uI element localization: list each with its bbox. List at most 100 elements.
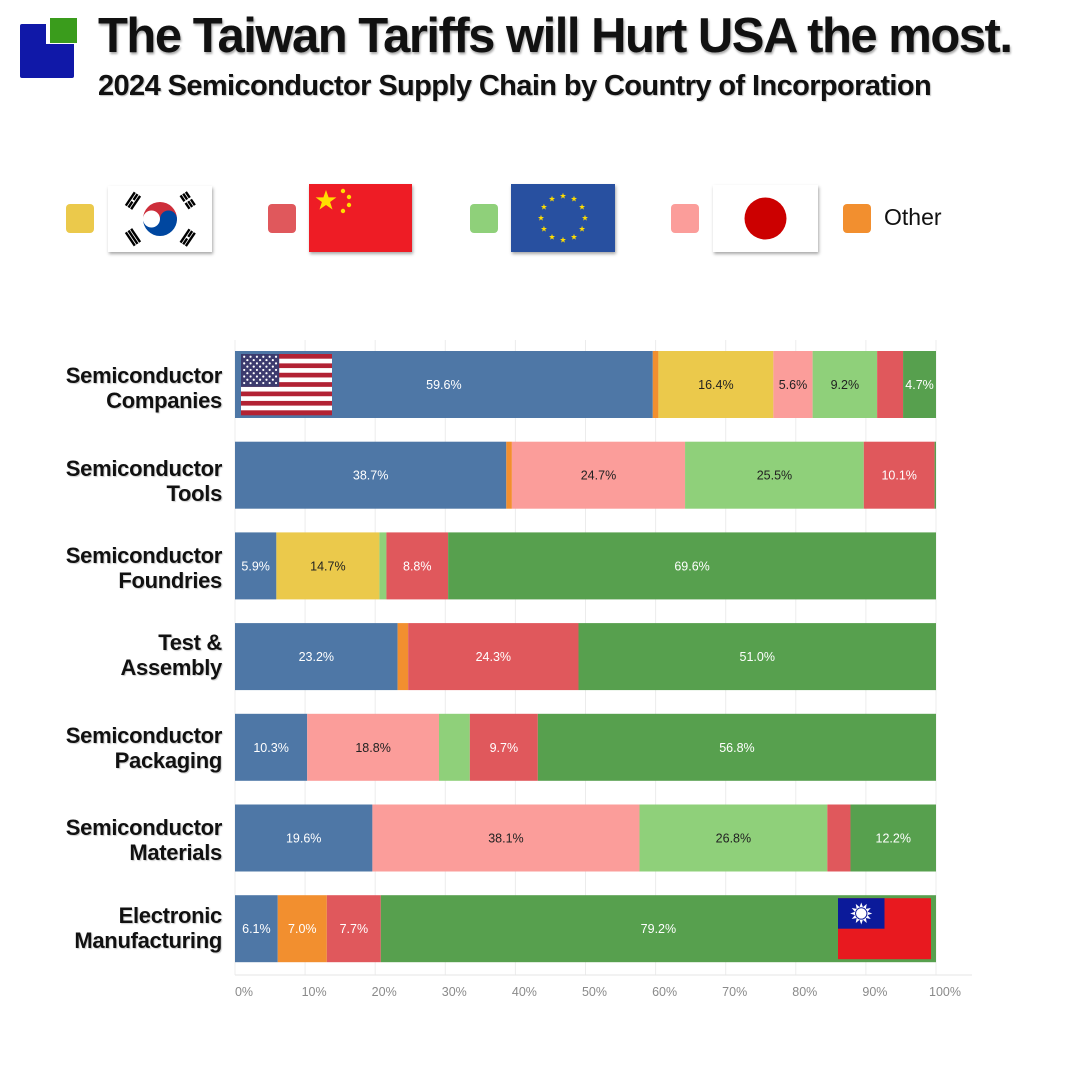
eu-star-icon	[570, 233, 578, 240]
south-korea-flag-icon	[108, 186, 212, 252]
bar-segment-china	[827, 804, 851, 872]
bar-segment-eu	[639, 804, 828, 872]
data-label-japan: 18.8%	[355, 741, 390, 755]
category-label-semiconductor-packaging: Semiconductor Packaging	[65, 723, 223, 773]
x-tick-label: 30%	[442, 985, 467, 999]
bar-segment-china	[326, 895, 381, 963]
eu-star-icon	[548, 195, 556, 202]
data-label-china: 10.1%	[881, 469, 916, 483]
bar-segment-usa	[235, 895, 278, 963]
bar-segment-taiwan	[578, 623, 936, 691]
data-label-usa: 23.2%	[299, 650, 334, 664]
category-label-semiconductor-companies: Semiconductor Companies	[65, 363, 223, 413]
taiwan-flag-icon	[838, 898, 931, 960]
data-label-taiwan: 51.0%	[740, 650, 775, 664]
data-label-other: 7.0%	[288, 922, 317, 936]
legend-swatch-china	[268, 204, 296, 233]
data-label-usa: 5.9%	[241, 559, 270, 573]
x-tick-label: 100%	[929, 985, 961, 999]
data-label-usa: 59.6%	[426, 378, 461, 392]
bar-segment-china	[863, 441, 935, 509]
bar-segment-other	[277, 895, 327, 963]
bar-segment-other	[506, 441, 512, 509]
eu-star-icon	[548, 233, 556, 240]
china-flag-icon	[309, 184, 412, 252]
data-label-japan: 38.1%	[488, 832, 523, 846]
data-label-taiwan: 56.8%	[719, 741, 754, 755]
data-label-japan: 24.7%	[581, 469, 616, 483]
data-label-china: 7.7%	[340, 922, 369, 936]
bar-segment-usa	[235, 441, 507, 509]
data-label-eu: 26.8%	[716, 832, 751, 846]
bar-segment-china	[469, 713, 538, 781]
legend-swatch-korea	[66, 204, 94, 233]
bar-segment-usa	[235, 804, 373, 872]
x-tick-label: 0%	[235, 985, 253, 999]
category-label-test-assembly: Test & Assembly	[120, 630, 222, 680]
bar-segment-taiwan	[903, 351, 936, 418]
japan-flag-icon	[713, 185, 818, 252]
eu-star-icon	[559, 192, 567, 199]
data-label-usa: 6.1%	[242, 922, 271, 936]
data-label-taiwan: 69.6%	[674, 559, 709, 573]
legend-swatch-eu	[470, 204, 498, 233]
bar-segment-korea	[658, 351, 774, 418]
category-label-electronic-manufacturing: Electronic Manufacturing	[74, 903, 222, 953]
eu-flag-icon	[511, 184, 615, 252]
bar-segment-eu	[685, 441, 864, 509]
x-tick-label: 40%	[512, 985, 537, 999]
data-label-taiwan: 4.7%	[905, 378, 934, 392]
logo-icon	[20, 16, 77, 78]
eu-star-icon	[559, 236, 567, 243]
data-label-korea: 14.7%	[310, 559, 345, 573]
x-tick-label: 90%	[862, 985, 887, 999]
data-label-usa: 19.6%	[286, 832, 321, 846]
bar-segment-taiwan	[448, 532, 936, 600]
legend-swatch-japan	[671, 204, 699, 233]
data-label-eu: 9.2%	[831, 378, 860, 392]
bar-segment-other	[397, 623, 409, 691]
bar-segment-japan	[511, 441, 686, 509]
bar-segment-korea	[276, 532, 380, 600]
bar-segment-china	[408, 623, 579, 691]
data-label-china: 9.7%	[490, 741, 519, 755]
bar-segment-china	[386, 532, 449, 600]
legend-swatch-other	[843, 204, 871, 233]
data-label-taiwan: 79.2%	[641, 922, 676, 936]
data-label-china: 24.3%	[476, 650, 511, 664]
legend-label-other: Other	[884, 204, 942, 230]
bar-segment-japan	[372, 804, 640, 872]
bar-segment-taiwan	[850, 804, 936, 872]
data-label-taiwan: 12.2%	[876, 832, 911, 846]
bar-segment-usa	[235, 623, 398, 691]
bar-segment-eu	[438, 713, 470, 781]
bar-segment-japan	[307, 713, 439, 781]
bar-segment-taiwan	[934, 441, 936, 509]
usa-flag-icon	[241, 354, 332, 416]
x-tick-label: 50%	[582, 985, 607, 999]
x-tick-label: 20%	[372, 985, 397, 999]
bar-segment-usa	[235, 713, 308, 781]
data-label-korea: 16.4%	[698, 378, 733, 392]
x-tick-label: 60%	[652, 985, 677, 999]
eu-star-icon	[579, 225, 586, 232]
eu-star-icon	[540, 203, 547, 210]
eu-star-icon	[581, 214, 589, 221]
x-tick-label: 10%	[302, 985, 327, 999]
page-subtitle: 2024 Semiconductor Supply Chain by Count…	[98, 70, 932, 102]
bar-segment-taiwan	[537, 713, 936, 781]
page-title: The Taiwan Tariffs will Hurt USA the mos…	[98, 9, 1013, 63]
eu-star-icon	[570, 195, 578, 202]
x-tick-label: 80%	[792, 985, 817, 999]
bar-segment-japan	[773, 351, 813, 418]
x-tick-label: 70%	[722, 985, 747, 999]
data-label-eu: 25.5%	[757, 469, 792, 483]
data-label-china: 8.8%	[403, 559, 432, 573]
data-label-usa: 38.7%	[353, 469, 388, 483]
bar-segment-eu	[379, 532, 387, 600]
bar-segment-eu	[812, 351, 878, 418]
data-label-usa: 10.3%	[253, 741, 288, 755]
bar-segment-other	[652, 351, 659, 418]
data-label-japan: 5.6%	[779, 378, 808, 392]
